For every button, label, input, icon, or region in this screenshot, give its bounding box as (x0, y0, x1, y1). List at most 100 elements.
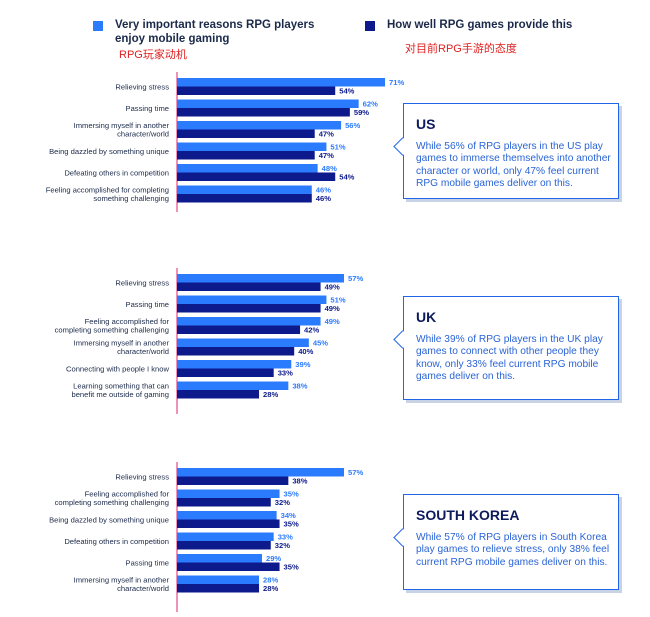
callout-uk: UK While 39% of RPG players in the UK pl… (393, 296, 619, 400)
bar-provide (177, 108, 350, 117)
value-label-provide: 54% (339, 87, 354, 96)
value-label-provide: 49% (325, 283, 340, 292)
callout-south-korea: SOUTH KOREA While 57% of RPG players in … (393, 494, 619, 590)
legend-sublabel-provide: 对目前RPG手游的态度 (405, 43, 517, 55)
bar-provide (177, 584, 260, 593)
category-label: character/world (117, 130, 169, 139)
value-label-important: 28% (263, 576, 278, 585)
value-label-provide: 28% (263, 390, 278, 399)
callout-body: While 56% of RPG players in the US play … (416, 141, 611, 189)
bar-provide (177, 498, 271, 507)
bar-important (177, 142, 327, 151)
category-label: Feeling accomplished for (85, 490, 170, 499)
callout-us: US While 56% of RPG players in the US pl… (393, 103, 619, 199)
value-label-important: 29% (266, 554, 281, 563)
value-label-important: 56% (345, 121, 360, 130)
value-label-provide: 33% (278, 369, 293, 378)
category-label: Passing time (126, 300, 169, 309)
value-label-important: 51% (330, 143, 345, 152)
bar-provide (177, 129, 315, 138)
callout-title: US (416, 116, 436, 132)
bar-important (177, 532, 274, 541)
bar-important (177, 78, 386, 87)
value-label-provide: 49% (325, 304, 340, 313)
value-label-important: 48% (322, 164, 337, 173)
category-label: Being dazzled by something unique (49, 147, 169, 156)
bar-provide (177, 368, 274, 377)
category-label: Relieving stress (115, 83, 169, 92)
value-label-provide: 38% (292, 477, 307, 486)
category-label: character/world (117, 347, 169, 356)
value-label-provide: 54% (339, 173, 354, 182)
value-label-provide: 28% (263, 584, 278, 593)
category-label: Immersing myself in another (74, 339, 170, 348)
callout-title: SOUTH KOREA (416, 507, 520, 523)
category-label: Immersing myself in another (74, 576, 170, 585)
bar-provide (177, 519, 280, 528)
category-label: Connecting with people I know (66, 365, 170, 374)
legend-label-provide: How well RPG games provide this (387, 19, 573, 31)
category-label: completing something challenging (55, 326, 169, 335)
value-label-provide: 46% (316, 194, 331, 203)
bar-provide (177, 476, 289, 485)
bar-important (177, 468, 345, 477)
category-label: Defeating others in competition (64, 169, 169, 178)
bar-provide (177, 390, 260, 399)
value-label-important: 35% (284, 490, 299, 499)
category-label: Feeling accomplished for completing (46, 186, 169, 195)
callout-body: While 57% of RPG players in South Korea … (416, 532, 610, 568)
value-label-provide: 59% (354, 108, 369, 117)
legend-label-important-line2: enjoy mobile gaming (115, 33, 230, 45)
bar-provide (177, 282, 321, 291)
bar-important (177, 317, 321, 326)
value-label-provide: 40% (298, 347, 313, 356)
value-label-important: 49% (325, 317, 340, 326)
category-label: completing something challenging (55, 498, 169, 507)
value-label-important: 71% (389, 78, 404, 87)
chart-south-korea: 57% 38% Relieving stress 35% 32% Feeling acco… (0, 462, 400, 612)
chart-us-svg: 71% 54% Relieving stress 62%59% Passing time… (46, 72, 404, 212)
chart-us: 71% 54% Relieving stress 62% 59% Passing time… (0, 72, 404, 212)
value-label-provide: 42% (304, 326, 319, 335)
bar-important (177, 338, 309, 347)
bar-important (177, 164, 318, 173)
bar-important (177, 99, 359, 108)
bar-important (177, 295, 327, 304)
legend-swatch-important (93, 21, 103, 31)
value-label-provide: 32% (275, 498, 290, 507)
category-label: Relieving stress (115, 473, 169, 482)
bar-provide (177, 86, 336, 95)
category-label: Immersing myself in another (74, 121, 170, 130)
bar-provide (177, 304, 321, 313)
bar-important (177, 185, 312, 194)
value-label-important: 34% (281, 511, 296, 520)
bar-provide (177, 541, 271, 550)
category-label: Being dazzled by something unique (49, 516, 169, 525)
category-label: something challenging (93, 194, 169, 203)
category-label: Feeling accomplished for (85, 317, 170, 326)
bar-provide (177, 347, 295, 356)
bar-provide (177, 562, 280, 571)
callout-title: UK (416, 309, 437, 325)
category-label: Learning something that can (73, 382, 169, 391)
value-label-provide: 35% (284, 520, 299, 529)
value-label-important: 46% (316, 186, 331, 195)
bar-provide (177, 151, 315, 160)
callout-body: While 39% of RPG players in the UK play … (416, 334, 603, 382)
chart-uk: 57% 49% Relieving stress 51% 49% Passing time… (0, 268, 400, 414)
category-label: Passing time (126, 104, 169, 113)
bar-provide (177, 172, 336, 181)
bar-important (177, 489, 280, 498)
value-label-provide: 32% (275, 541, 290, 550)
value-label-important: 57% (348, 274, 363, 283)
category-label: Relieving stress (115, 279, 169, 288)
bar-important (177, 121, 342, 130)
value-label-important: 57% (348, 468, 363, 477)
value-label-important: 33% (278, 533, 293, 542)
category-label: Defeating others in competition (64, 537, 169, 546)
bar-important (177, 360, 292, 369)
bar-important (177, 381, 289, 390)
value-label-important: 62% (363, 100, 378, 109)
